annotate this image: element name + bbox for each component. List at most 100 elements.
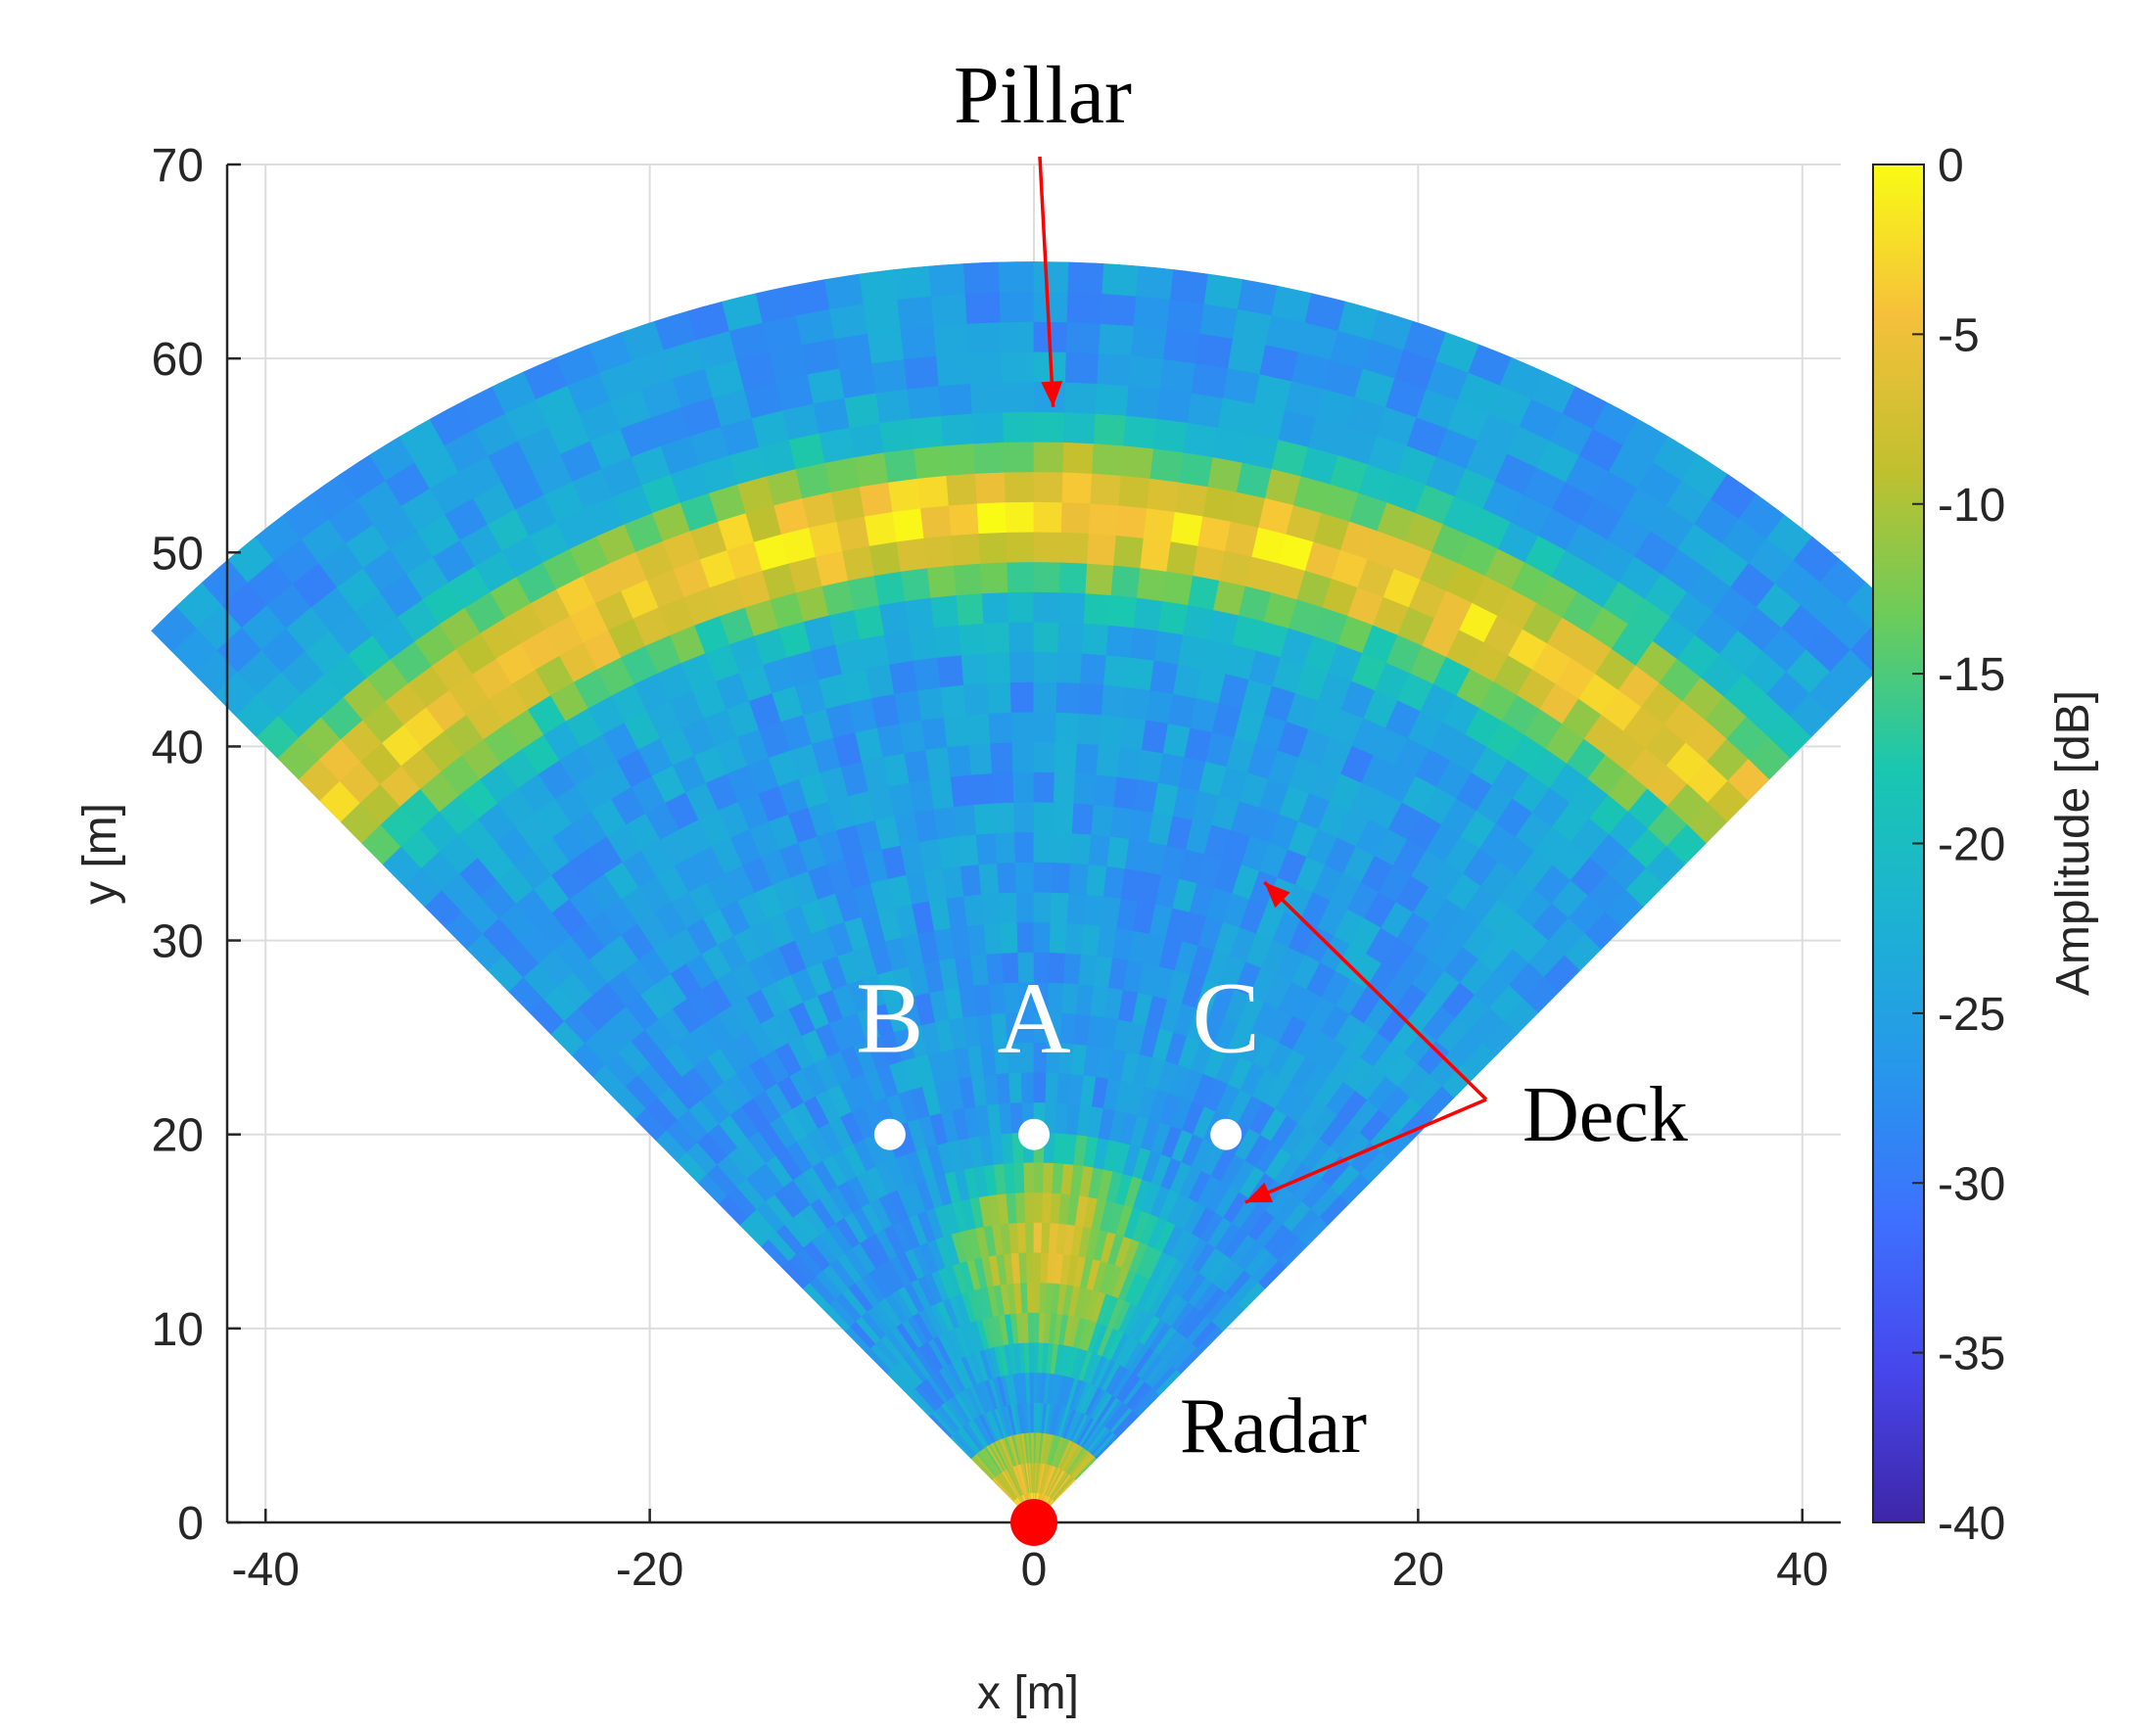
heatmap-cell	[824, 456, 861, 492]
heatmap-cell	[1183, 422, 1219, 458]
heatmap-cell	[988, 711, 1013, 744]
heatmap-cell	[904, 596, 935, 631]
colorbar-tick-label: -20	[1938, 819, 2005, 871]
heatmap-cell	[968, 742, 993, 775]
heatmap-cell	[900, 325, 937, 360]
y-tick-label: 30	[152, 916, 204, 968]
point-c-marker	[1210, 1118, 1242, 1150]
heatmap-cell	[1000, 320, 1035, 352]
point-a-marker	[1018, 1118, 1050, 1150]
colorbar-ticks: 0 -5 -10 -15 -20 -25 -30 -35 -40	[1912, 140, 2005, 1550]
heatmap-cell	[1097, 352, 1132, 387]
heatmap-cell	[1033, 921, 1052, 954]
heatmap-cell	[947, 744, 972, 777]
heatmap-cell	[969, 953, 990, 986]
heatmap-cell	[847, 575, 880, 611]
heatmap-cell	[839, 362, 877, 398]
heatmap-cell	[930, 293, 968, 327]
heatmap-cell	[942, 865, 965, 899]
heatmap-cell	[1187, 392, 1224, 428]
heatmap-cell	[1010, 711, 1035, 743]
deck-arrow-2	[1244, 1098, 1487, 1204]
heatmap-cell	[854, 451, 889, 488]
heatmap-cell	[1008, 590, 1035, 623]
heatmap	[151, 261, 1917, 1522]
point-b-marker	[873, 1118, 906, 1150]
heatmap-cell	[993, 801, 1015, 834]
heatmap-cell	[1170, 511, 1204, 546]
heatmap-cell	[1033, 741, 1056, 773]
heatmap-cell	[1143, 507, 1176, 542]
heatmap-cell	[919, 504, 953, 538]
heatmap-cell	[1057, 621, 1085, 654]
point-a-label: A	[997, 962, 1070, 1075]
heatmap-cell	[1033, 1161, 1045, 1193]
heatmap-cell	[1016, 1222, 1027, 1253]
colorbar-tick-label: -30	[1938, 1158, 2005, 1210]
heatmap-cell	[978, 862, 1000, 895]
colorbar-tick-label: -25	[1938, 989, 2005, 1041]
heatmap-cell	[991, 771, 1015, 804]
heatmap-cell	[975, 832, 998, 865]
heatmap-cell	[971, 411, 1005, 444]
heatmap-cell	[813, 397, 851, 434]
heatmap-cell	[1085, 562, 1115, 596]
colorbar-tick-label: -5	[1938, 309, 1980, 361]
heatmap-cell	[1113, 535, 1145, 569]
heatmap-cell	[957, 833, 980, 867]
y-tick-label: 0	[177, 1498, 204, 1550]
heatmap-cell	[1238, 278, 1279, 316]
deck-arrow-2-head	[1244, 1182, 1274, 1203]
heatmap-cell	[1007, 561, 1035, 593]
heatmap-cell	[916, 686, 945, 721]
heatmap-cell	[899, 719, 927, 754]
heatmap-cell	[1081, 623, 1110, 656]
heatmap-cell	[1163, 328, 1201, 364]
heatmap-cell	[1070, 832, 1093, 865]
heatmap-cell	[936, 654, 964, 688]
heatmap-cell	[973, 983, 993, 1016]
heatmap-cell	[1030, 1401, 1035, 1433]
heatmap-cell	[1162, 570, 1195, 606]
heatmap-cell	[930, 594, 960, 629]
y-axis-ticks: 0 10 20 30 40 50 60 70	[152, 140, 241, 1550]
heatmap-cell	[1191, 362, 1229, 398]
y-tick-label: 40	[152, 722, 204, 773]
heatmap-cell	[998, 261, 1035, 293]
heatmap-cell	[1033, 261, 1070, 293]
heatmap-cell	[973, 442, 1006, 474]
heatmap-cell	[958, 623, 987, 656]
heatmap-cell	[950, 773, 975, 808]
heatmap-cell	[1088, 502, 1120, 537]
heatmap-cell	[863, 299, 902, 334]
heatmap-cell	[936, 352, 971, 387]
heatmap-cell	[966, 321, 1003, 354]
heatmap-cell	[864, 511, 898, 546]
heatmap-cell	[1027, 1311, 1035, 1343]
heatmap-cell	[1033, 291, 1069, 323]
heatmap-cell	[1029, 1372, 1035, 1403]
heatmap-cell	[1125, 385, 1161, 419]
heatmap-cell	[1195, 332, 1234, 369]
colorbar-tick-label: 0	[1938, 140, 1964, 192]
heatmap-cell	[1054, 741, 1078, 774]
heatmap-cell	[1059, 532, 1090, 564]
x-axis-ticks: -40 -20 0 20 40	[232, 1509, 1828, 1596]
heatmap-cell	[1023, 1161, 1035, 1193]
heatmap-cell	[968, 351, 1004, 385]
heatmap-cell	[1095, 383, 1130, 416]
heatmap-cell	[868, 540, 902, 577]
heatmap-cell	[1008, 621, 1035, 653]
heatmap-cell	[1093, 773, 1118, 808]
x-axis-label: x [m]	[977, 1667, 1079, 1719]
heatmap-cell	[1156, 388, 1193, 423]
heatmap-cell	[1076, 712, 1102, 745]
heatmap-cell	[1019, 1282, 1029, 1314]
heatmap-cell	[1053, 771, 1077, 804]
heatmap-cell	[887, 478, 921, 513]
heatmap-cell	[951, 533, 981, 566]
heatmap-cell	[1033, 1071, 1048, 1103]
heatmap-cell	[1128, 354, 1165, 390]
heatmap-cell	[1055, 681, 1082, 714]
heatmap-cell	[1008, 651, 1035, 683]
